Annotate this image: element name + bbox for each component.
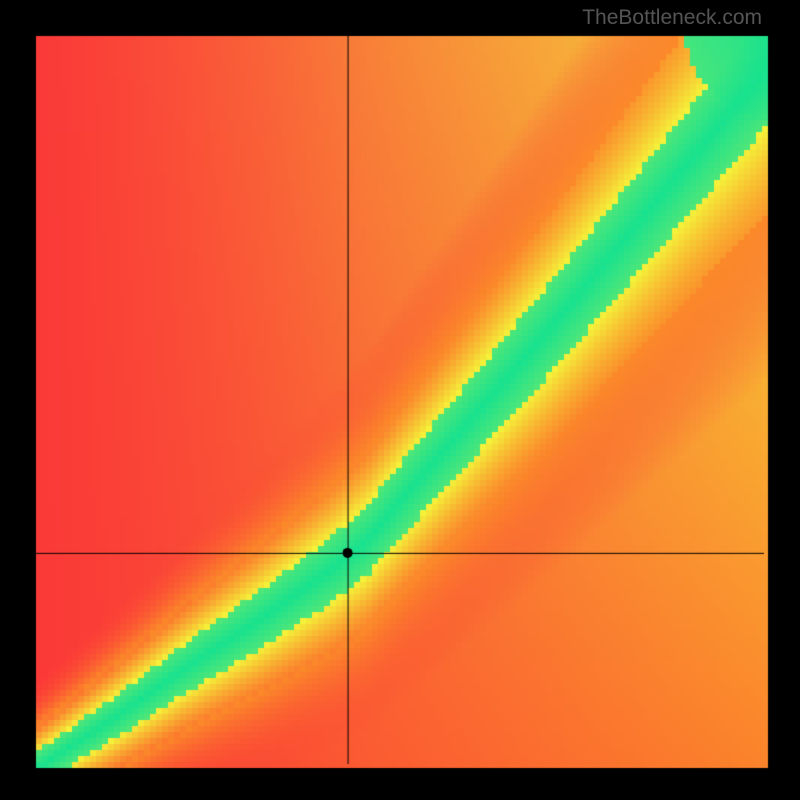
heatmap-canvas [0,0,800,800]
attribution-text: TheBottleneck.com [582,6,762,30]
chart-container: TheBottleneck.com [0,0,800,800]
